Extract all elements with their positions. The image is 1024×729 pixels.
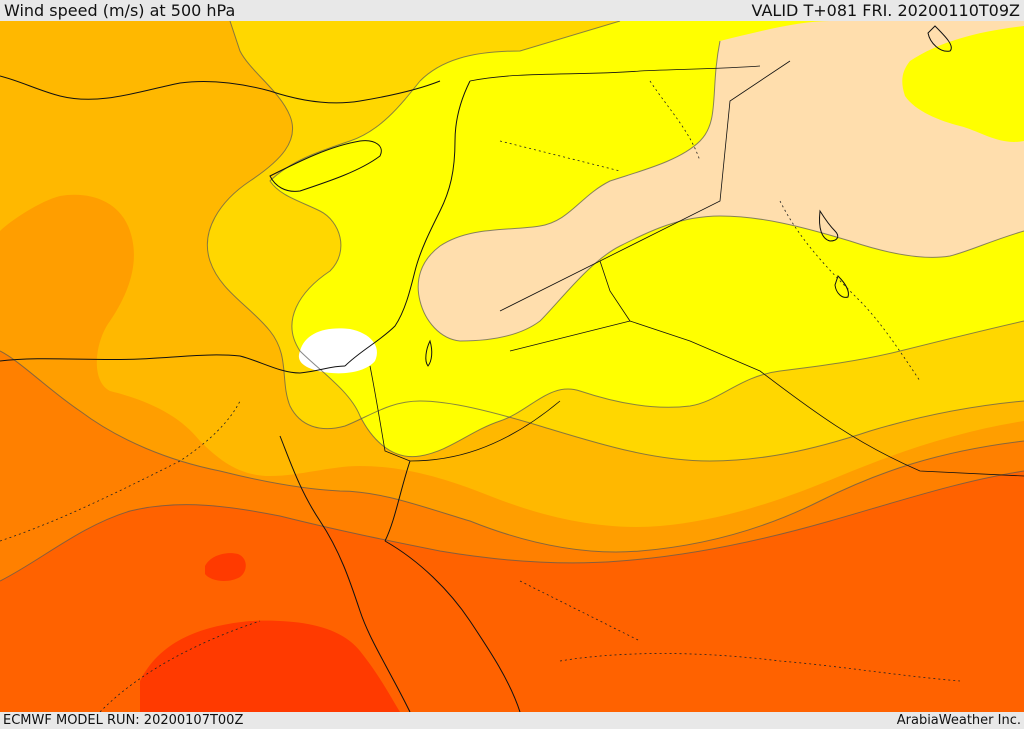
model-run-label: ECMWF MODEL RUN: 20200107T00Z: [3, 713, 244, 728]
valid-time-label: VALID T+081 FRI. 20200110T09Z: [751, 1, 1020, 20]
borders: [369, 60, 1024, 477]
band-red: [140, 620, 400, 712]
band-yellow-ne: [902, 26, 1024, 143]
brand-label: ArabiaWeather Inc.: [896, 713, 1021, 728]
wind-speed-map: [0, 21, 1024, 712]
footer-bar: ECMWF MODEL RUN: 20200107T00Z ArabiaWeat…: [0, 712, 1024, 729]
header-bar: Wind speed (m/s) at 500 hPa VALID T+081 …: [0, 0, 1024, 21]
contour-lines: [0, 21, 1024, 582]
band-amber-west: [0, 21, 300, 226]
dotted-borders: [0, 80, 961, 712]
band-wheat: [418, 21, 1024, 341]
map-title: Wind speed (m/s) at 500 hPa: [4, 1, 236, 20]
coastlines: [0, 25, 952, 712]
band-red-small: [205, 553, 246, 581]
band-white: [298, 328, 378, 374]
